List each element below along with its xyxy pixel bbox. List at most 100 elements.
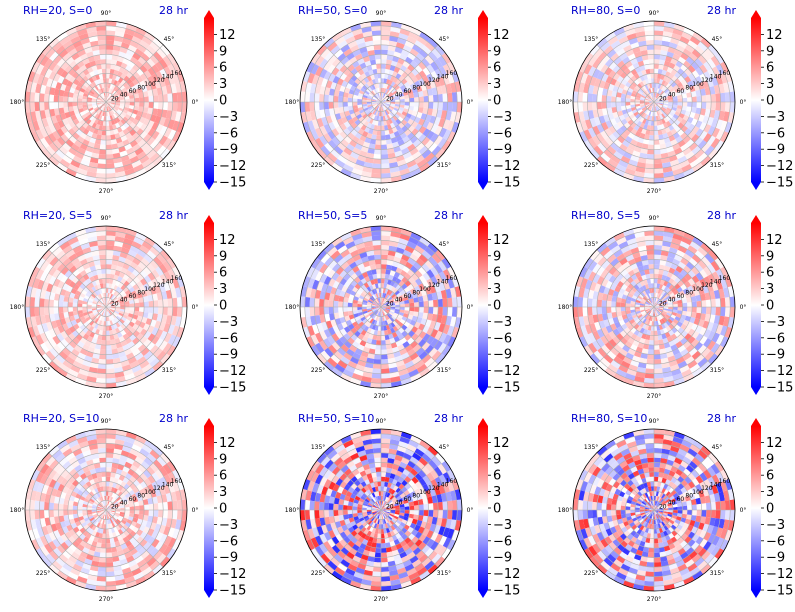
colorbar-tick-label: −9 bbox=[219, 143, 238, 158]
field-cell bbox=[49, 142, 59, 153]
angle-tick-label: 225° bbox=[311, 367, 325, 374]
field-cell bbox=[109, 73, 114, 79]
colorbar-tick-label: −15 bbox=[219, 176, 246, 191]
field-cell bbox=[372, 363, 381, 369]
field-cell bbox=[414, 154, 425, 164]
field-cell bbox=[351, 60, 360, 68]
field-cell bbox=[654, 358, 662, 365]
field-cell bbox=[334, 113, 342, 121]
field-cell bbox=[368, 143, 376, 150]
field-cell bbox=[122, 57, 130, 65]
field-cell bbox=[374, 259, 381, 265]
field-cell bbox=[401, 49, 410, 57]
field-cell bbox=[101, 102, 106, 105]
field-cell bbox=[110, 99, 116, 102]
field-cell bbox=[354, 87, 361, 93]
panel-time-label: 28 hr bbox=[707, 4, 736, 17]
field-cell bbox=[162, 93, 168, 102]
field-cell bbox=[648, 139, 654, 145]
field-cell bbox=[147, 107, 154, 115]
field-cell bbox=[64, 85, 71, 93]
field-cell bbox=[143, 96, 149, 102]
field-cell bbox=[153, 102, 159, 109]
field-cell bbox=[388, 157, 398, 164]
field-cell bbox=[409, 48, 419, 57]
field-cell bbox=[377, 278, 381, 284]
field-cell bbox=[404, 98, 410, 102]
field-cell bbox=[319, 109, 326, 119]
field-cell bbox=[106, 268, 111, 274]
colorbar-tick-label: −15 bbox=[493, 176, 520, 191]
field-cell bbox=[77, 307, 83, 311]
field-cell bbox=[348, 109, 355, 115]
field-cell bbox=[55, 45, 66, 55]
field-cell bbox=[592, 93, 598, 102]
field-cell bbox=[101, 273, 106, 279]
field-cell bbox=[647, 254, 654, 260]
field-cell bbox=[155, 123, 164, 133]
field-cell bbox=[35, 63, 45, 75]
field-cell bbox=[427, 37, 439, 49]
field-cell bbox=[384, 115, 389, 121]
field-cell bbox=[110, 97, 115, 101]
field-cell bbox=[577, 102, 584, 112]
field-cell bbox=[354, 143, 363, 151]
field-cell bbox=[601, 102, 607, 109]
field-cell bbox=[87, 105, 93, 110]
field-cell bbox=[381, 120, 385, 126]
field-cell bbox=[367, 96, 373, 100]
field-cell bbox=[310, 63, 320, 75]
field-cell bbox=[385, 100, 391, 102]
field-cell bbox=[117, 77, 124, 84]
field-cell bbox=[440, 84, 448, 94]
field-cell bbox=[98, 83, 103, 89]
field-cell bbox=[596, 94, 603, 102]
field-cell bbox=[392, 83, 398, 89]
field-cell bbox=[103, 92, 106, 98]
field-cell bbox=[352, 94, 358, 99]
radial-tick-label: 60 bbox=[404, 293, 412, 300]
field-cell bbox=[123, 92, 130, 98]
field-cell bbox=[60, 61, 69, 71]
field-cell bbox=[384, 83, 389, 89]
field-cell bbox=[411, 44, 422, 53]
field-cell bbox=[139, 102, 145, 107]
field-cell bbox=[113, 40, 123, 47]
field-cell bbox=[141, 111, 148, 119]
field-cell bbox=[381, 377, 391, 384]
field-cell bbox=[300, 91, 306, 102]
field-cell bbox=[367, 50, 375, 56]
field-cell bbox=[81, 84, 88, 91]
field-cell bbox=[434, 125, 443, 136]
field-cell bbox=[687, 97, 693, 102]
field-cell bbox=[647, 354, 654, 360]
field-cell bbox=[370, 74, 375, 80]
field-cell bbox=[101, 102, 106, 104]
angle-tick-label: 315° bbox=[437, 367, 451, 374]
field-cell bbox=[39, 55, 50, 67]
field-cell bbox=[106, 335, 111, 341]
field-cell bbox=[306, 61, 315, 73]
field-cell bbox=[71, 52, 80, 61]
field-cell bbox=[420, 113, 428, 121]
field-cell bbox=[381, 363, 390, 369]
field-cell bbox=[372, 129, 378, 136]
field-cell bbox=[350, 23, 362, 32]
field-cell bbox=[440, 110, 448, 120]
field-cell bbox=[376, 115, 380, 121]
field-cell bbox=[644, 172, 654, 179]
field-cell bbox=[111, 143, 119, 150]
field-cell bbox=[371, 78, 377, 85]
field-cell bbox=[106, 163, 115, 169]
field-cell bbox=[403, 91, 409, 96]
field-cell bbox=[55, 149, 66, 159]
field-cell bbox=[373, 115, 378, 121]
colorbar-extend-min bbox=[478, 182, 488, 190]
field-cell bbox=[91, 103, 97, 106]
field-cell bbox=[106, 245, 115, 251]
field-cell bbox=[111, 84, 116, 90]
field-cell bbox=[106, 92, 108, 98]
field-cell bbox=[75, 112, 82, 119]
field-cell bbox=[332, 75, 340, 84]
field-cell bbox=[72, 102, 78, 107]
